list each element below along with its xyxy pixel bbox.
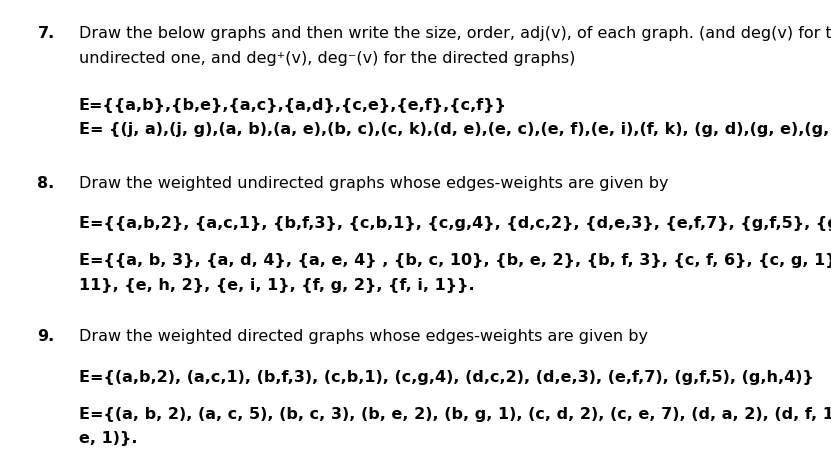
Text: E={(a,b,2), (a,c,1), (b,f,3), (c,b,1), (c,g,4), (d,c,2), (d,e,3), (e,f,7), (g,f,: E={(a,b,2), (a,c,1), (b,f,3), (c,b,1), (… <box>79 370 814 385</box>
Text: Draw the below graphs and then write the size, order, adj(v), of each graph. (an: Draw the below graphs and then write the… <box>79 26 831 41</box>
Text: Draw the weighted directed graphs whose edges-weights are given by: Draw the weighted directed graphs whose … <box>79 329 648 344</box>
Text: undirected one, and deg⁺(v), deg⁻(v) for the directed graphs): undirected one, and deg⁺(v), deg⁻(v) for… <box>79 51 575 66</box>
Text: 7.: 7. <box>37 26 55 41</box>
Text: E={{a,b},{b,e},{a,c},{a,d},{c,e},{e,f},{c,f}}: E={{a,b},{b,e},{a,c},{a,d},{c,e},{e,f},{… <box>79 98 507 113</box>
Text: Draw the weighted undirected graphs whose edges-weights are given by: Draw the weighted undirected graphs whos… <box>79 176 668 191</box>
Text: E= {(j, a),(j, g),(a, b),(a, e),(b, c),(c, k),(d, e),(e, c),(e, f),(e, i),(f, k): E= {(j, a),(j, g),(a, b),(a, e),(b, c),(… <box>79 122 831 137</box>
Text: E={{a,b,2}, {a,c,1}, {b,f,3}, {c,b,1}, {c,g,4}, {d,c,2}, {d,e,3}, {e,f,7}, {g,f,: E={{a,b,2}, {a,c,1}, {b,f,3}, {c,b,1}, {… <box>79 216 831 231</box>
Text: E={(a, b, 2), (a, c, 5), (b, c, 3), (b, e, 2), (b, g, 1), (c, d, 2), (c, e, 7), : E={(a, b, 2), (a, c, 5), (b, c, 3), (b, … <box>79 407 831 422</box>
Text: e, 1)}.: e, 1)}. <box>79 431 137 447</box>
Text: E={{a, b, 3}, {a, d, 4}, {a, e, 4} , {b, c, 10}, {b, e, 2}, {b, f, 3}, {c, f, 6}: E={{a, b, 3}, {a, d, 4}, {a, e, 4} , {b,… <box>79 253 831 268</box>
Text: 8.: 8. <box>37 176 55 191</box>
Text: 11}, {e, h, 2}, {e, i, 1}, {f, g, 2}, {f, i, 1}}.: 11}, {e, h, 2}, {e, i, 1}, {f, g, 2}, {f… <box>79 278 475 293</box>
Text: 9.: 9. <box>37 329 55 344</box>
